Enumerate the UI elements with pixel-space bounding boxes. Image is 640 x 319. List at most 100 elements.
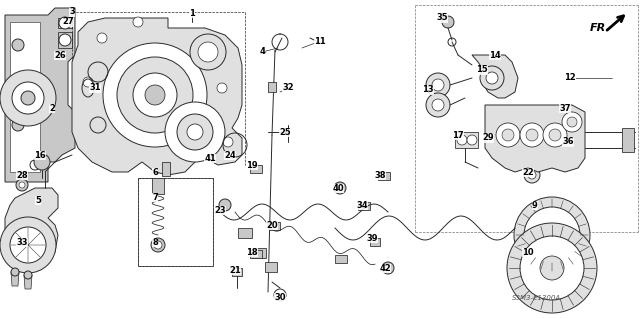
Polygon shape — [24, 275, 32, 289]
Circle shape — [520, 123, 544, 147]
Circle shape — [190, 34, 226, 70]
Bar — [268, 82, 276, 92]
Text: 13: 13 — [422, 85, 434, 94]
Text: 35: 35 — [436, 13, 448, 23]
Text: 7: 7 — [152, 192, 158, 202]
Bar — [622, 128, 634, 152]
Text: S3M3-E1300A: S3M3-E1300A — [512, 295, 561, 301]
Text: 29: 29 — [482, 133, 494, 143]
Circle shape — [543, 123, 567, 147]
Bar — [162, 162, 170, 176]
Circle shape — [524, 167, 540, 183]
Circle shape — [520, 236, 584, 300]
Text: 38: 38 — [374, 170, 386, 180]
Circle shape — [24, 271, 32, 279]
Bar — [232, 268, 242, 276]
Text: 30: 30 — [275, 293, 285, 301]
Circle shape — [467, 135, 477, 145]
Circle shape — [12, 39, 24, 51]
Text: 9: 9 — [532, 201, 538, 210]
Circle shape — [487, 135, 497, 145]
Circle shape — [117, 57, 193, 133]
Text: 26: 26 — [54, 50, 66, 60]
Circle shape — [198, 42, 218, 62]
Circle shape — [30, 160, 40, 170]
Circle shape — [0, 70, 56, 126]
Bar — [250, 250, 262, 258]
Circle shape — [219, 199, 231, 211]
Text: 20: 20 — [266, 220, 278, 229]
Circle shape — [426, 73, 450, 97]
Text: 19: 19 — [246, 160, 258, 169]
Circle shape — [442, 16, 454, 28]
Circle shape — [507, 223, 597, 313]
Text: 5: 5 — [35, 196, 41, 204]
Circle shape — [16, 179, 28, 191]
Text: 15: 15 — [476, 65, 488, 75]
Text: 25: 25 — [279, 128, 291, 137]
Circle shape — [217, 83, 227, 93]
Circle shape — [12, 119, 24, 131]
Text: 23: 23 — [214, 205, 226, 214]
Circle shape — [59, 17, 71, 29]
Circle shape — [133, 73, 177, 117]
Circle shape — [567, 117, 577, 127]
Circle shape — [382, 262, 394, 274]
Polygon shape — [11, 272, 19, 286]
Polygon shape — [72, 18, 242, 175]
Polygon shape — [485, 132, 498, 148]
Bar — [152, 178, 164, 194]
Circle shape — [514, 197, 590, 273]
Circle shape — [432, 79, 444, 91]
Text: 28: 28 — [16, 170, 28, 180]
Circle shape — [486, 72, 498, 84]
Text: 33: 33 — [16, 238, 28, 247]
Circle shape — [165, 102, 225, 162]
Circle shape — [21, 91, 35, 105]
Bar — [265, 262, 277, 272]
Text: 4: 4 — [259, 48, 265, 56]
Bar — [358, 202, 370, 210]
Circle shape — [133, 17, 143, 27]
Circle shape — [151, 238, 165, 252]
Circle shape — [177, 114, 213, 150]
Text: 24: 24 — [224, 151, 236, 160]
Bar — [252, 248, 266, 258]
Bar — [250, 165, 262, 173]
Text: 14: 14 — [489, 50, 501, 60]
Bar — [370, 238, 380, 246]
Circle shape — [334, 182, 346, 194]
Circle shape — [187, 124, 203, 140]
Text: 12: 12 — [564, 73, 576, 83]
Polygon shape — [5, 188, 58, 262]
Text: 1: 1 — [189, 9, 195, 18]
Text: FR.: FR. — [590, 23, 611, 33]
Polygon shape — [58, 18, 72, 28]
Circle shape — [83, 77, 93, 87]
Circle shape — [524, 207, 580, 263]
Polygon shape — [10, 22, 40, 172]
Text: 41: 41 — [204, 153, 216, 162]
Circle shape — [12, 82, 44, 114]
Text: 18: 18 — [246, 248, 258, 256]
Bar — [238, 228, 252, 238]
Bar — [138, 178, 213, 266]
Text: 2: 2 — [49, 103, 55, 113]
Text: 17: 17 — [452, 130, 464, 139]
Circle shape — [528, 171, 536, 179]
Circle shape — [432, 99, 444, 111]
Text: 36: 36 — [562, 137, 574, 146]
Circle shape — [223, 137, 233, 147]
Circle shape — [426, 93, 450, 117]
Text: 32: 32 — [282, 84, 294, 93]
Circle shape — [12, 79, 24, 91]
Text: 39: 39 — [366, 234, 378, 242]
Circle shape — [496, 123, 520, 147]
Text: 8: 8 — [152, 238, 158, 247]
Circle shape — [549, 129, 561, 141]
Text: 34: 34 — [356, 201, 368, 210]
Circle shape — [97, 33, 107, 43]
Circle shape — [59, 34, 71, 46]
Text: 42: 42 — [379, 263, 391, 272]
Circle shape — [10, 227, 46, 263]
